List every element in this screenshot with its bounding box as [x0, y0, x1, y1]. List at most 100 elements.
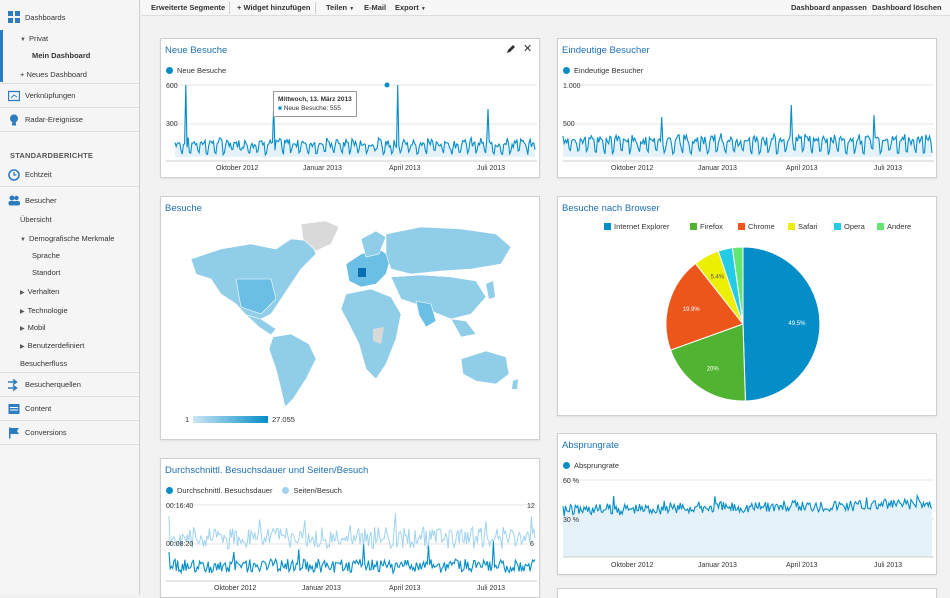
email-button[interactable]: E-Mail — [364, 3, 387, 12]
x-axis-label: April 2013 — [786, 165, 818, 172]
area-fill — [563, 105, 932, 157]
area-fill — [563, 495, 932, 557]
export-label: Export — [395, 3, 419, 12]
pie-slice[interactable] — [665, 262, 744, 351]
y2-axis-label: 6 — [530, 541, 534, 548]
legend-item[interactable]: Andere — [877, 222, 911, 231]
pie-data-label: 20% — [707, 367, 720, 373]
x-axis-label: Oktober 2012 — [216, 165, 259, 172]
x-axis-label: Januar 2013 — [302, 585, 341, 592]
clock-icon — [8, 168, 20, 181]
add-widget-button[interactable]: + Widget hinzufügen — [237, 3, 311, 12]
share-button[interactable]: Teilen ▼ — [326, 3, 354, 12]
legend-item[interactable]: Chrome — [738, 222, 775, 231]
pie-slice[interactable] — [669, 323, 746, 402]
flag-icon — [8, 427, 20, 439]
shortcut-icon — [7, 90, 21, 102]
sidebar-item-echtzeit[interactable]: Echtzeit — [0, 163, 139, 187]
arrows-icon — [8, 378, 20, 391]
sidebar-item-radar[interactable]: Radar-Ereignisse — [0, 108, 139, 132]
widget-title: Neue Besuche — [165, 45, 228, 56]
y-axis-label: 30 % — [563, 517, 579, 524]
legend-label: Chrome — [748, 222, 775, 231]
sidebar-item-mein-dashboard[interactable]: Mein Dashboard — [32, 51, 91, 60]
mobil-label: Mobil — [27, 323, 46, 332]
x-axis-label: April 2013 — [389, 165, 421, 172]
x-axis-label: April 2013 — [786, 562, 818, 569]
widget-absprungrate: Absprungrate Absprungrate 60 % 30 % Okto… — [557, 433, 937, 575]
widget-title: Besuche nach Browser — [562, 203, 660, 214]
legend-label: Neue Besuche — [177, 66, 227, 75]
delete-dashboard-button[interactable]: Dashboard löschen — [872, 3, 942, 12]
pie-slice[interactable] — [731, 246, 744, 325]
legend-dot — [166, 67, 173, 74]
legend-label: Firefox — [700, 222, 723, 231]
line-chart-absprungrate: 60 % 30 % Oktober 2012 Januar 2013 April… — [562, 478, 934, 569]
tooltip-date: Mittwoch, 13. März 2013 — [278, 96, 352, 103]
close-icon[interactable]: ✕ — [523, 43, 533, 55]
legend-swatch — [604, 223, 611, 230]
lightbulb-icon — [8, 114, 20, 126]
edit-icon[interactable] — [506, 44, 516, 57]
legend-label: Absprungrate — [574, 461, 620, 470]
widget-besuche-map: Besuche 1 27.055 — [160, 196, 540, 440]
scale-max-label: 27.055 — [272, 415, 295, 424]
series-line — [562, 493, 933, 516]
sidebar-item-dashboards[interactable]: Dashboards — [0, 4, 139, 30]
legend-dot — [282, 487, 290, 494]
pie-chart: 49.5% 20% 19.9% 5.4% — [665, 246, 821, 402]
sidebar-item-benutzerdefiniert[interactable]: ▶ Benutzerdefiniert — [20, 341, 84, 350]
legend-item[interactable]: Firefox — [690, 222, 723, 231]
legend-item[interactable]: Opera — [834, 222, 865, 231]
sidebar-item-label: Echtzeit — [25, 170, 52, 179]
y2-axis-label: 12 — [527, 503, 535, 510]
sidebar-item-demografische[interactable]: ▼ Demografische Merkmale — [20, 234, 114, 243]
map-region-germany[interactable] — [358, 268, 366, 277]
legend-item[interactable]: Safari — [788, 222, 818, 231]
legend-item[interactable]: Internet Explorer — [604, 222, 669, 231]
y-axis-label: 600 — [166, 83, 178, 90]
sidebar-item-verknuepfungen[interactable]: Verknüpfungen — [0, 84, 139, 108]
caret-down-icon: ▼ — [20, 37, 26, 43]
sidebar-item-neues-dashboard[interactable]: + Neues Dashboard — [20, 70, 87, 79]
world-map[interactable] — [181, 219, 521, 409]
sidebar: Dashboards ▼ Privat Mein Dashboard + Neue… — [0, 0, 140, 594]
pie-slice[interactable] — [742, 246, 821, 402]
legend-label: Seiten/Besuch — [293, 486, 342, 495]
y-axis-label: 00:08:20 — [166, 541, 193, 548]
highlight-point[interactable] — [384, 82, 390, 88]
sidebar-item-sprache[interactable]: Sprache — [32, 251, 60, 260]
x-axis-label: Januar 2013 — [698, 562, 737, 569]
sidebar-item-besucherquellen[interactable]: Besucherquellen — [0, 373, 139, 397]
sidebar-item-besucherfluss[interactable]: Besucherfluss — [20, 359, 68, 368]
segments-button[interactable]: Erweiterte Segmente — [151, 3, 226, 12]
verhalten-label: Verhalten — [27, 287, 60, 296]
map-scale-bar — [193, 416, 268, 423]
sidebar-item-uebersicht[interactable]: Übersicht — [20, 215, 52, 224]
sidebar-item-privat[interactable]: ▼ Privat — [20, 34, 48, 43]
caret-right-icon: ▶ — [20, 309, 25, 315]
x-axis-label: Juli 2013 — [477, 585, 505, 592]
customize-dashboard-button[interactable]: Dashboard anpassen — [791, 3, 867, 12]
x-axis-label: Juli 2013 — [874, 562, 902, 569]
x-axis-label: Januar 2013 — [303, 165, 342, 172]
sidebar-item-content[interactable]: Content — [0, 397, 139, 421]
sidebar-item-conversions[interactable]: Conversions — [0, 421, 139, 445]
sidebar-item-label: Content — [25, 404, 52, 413]
sidebar-item-technologie[interactable]: ▶ Technologie — [20, 306, 68, 315]
chart-legend: Absprungrate — [563, 461, 619, 470]
technologie-label: Technologie — [27, 306, 68, 315]
caret-down-icon: ▼ — [20, 237, 26, 243]
legend-label: Internet Explorer — [614, 222, 670, 231]
sidebar-item-verhalten[interactable]: ▶ Verhalten — [20, 287, 59, 296]
series-line — [174, 84, 536, 157]
x-axis-label: Januar 2013 — [698, 165, 737, 172]
series-line-seiten — [168, 513, 536, 550]
sidebar-item-standort[interactable]: Standort — [32, 268, 61, 277]
caret-right-icon: ▶ — [20, 326, 25, 332]
export-button[interactable]: Export ▼ — [395, 3, 426, 12]
area-fill — [175, 85, 535, 157]
sidebar-item-besucher[interactable]: Besucher — [0, 188, 139, 212]
pie-data-label: 5.4% — [710, 275, 724, 281]
sidebar-item-mobil[interactable]: ▶ Mobil — [20, 323, 46, 332]
